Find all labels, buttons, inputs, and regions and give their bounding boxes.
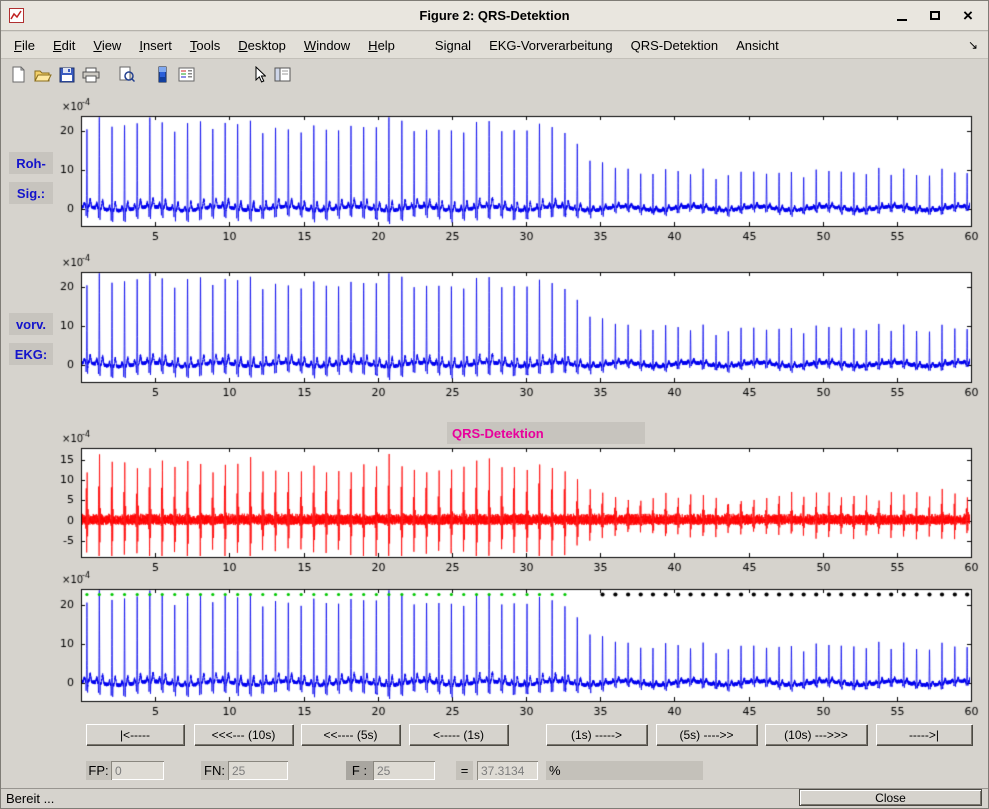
menu-tools[interactable]: Tools	[189, 37, 221, 53]
minimize-button[interactable]	[888, 5, 916, 26]
toolbar	[1, 60, 988, 89]
menu-insert[interactable]: Insert	[139, 37, 172, 53]
nav-back-1s-button[interactable]: <----- (1s)	[409, 724, 508, 745]
sig-label: Sig.:	[9, 182, 53, 204]
property-editor-icon	[274, 67, 291, 82]
menu-help[interactable]: Help	[368, 37, 395, 53]
menu-desktop[interactable]: Desktop	[238, 37, 286, 53]
ekg-label: EKG:	[9, 343, 53, 365]
marker-signal-plot	[1, 570, 988, 722]
window-buttons: ×	[888, 5, 982, 26]
vorv-label: vorv.	[9, 313, 53, 335]
menu-view[interactable]: View	[93, 37, 122, 53]
print-preview-icon	[119, 66, 135, 83]
new-document-icon	[12, 66, 25, 83]
menu-window[interactable]: Window	[303, 37, 351, 53]
menu-overflow-icon[interactable]: ↘	[967, 38, 978, 52]
print-preview-button[interactable]	[115, 63, 138, 86]
legend-icon	[178, 67, 195, 82]
menu-file[interactable]: File	[14, 37, 35, 53]
pointer-arrow-icon	[255, 66, 266, 83]
fp-label: FP:	[86, 761, 111, 780]
minimize-icon	[897, 19, 907, 21]
window-title: Figure 2: QRS-Detektion	[419, 8, 570, 23]
menu-ekg-vorverarbeitung[interactable]: EKG-Vorverarbeitung	[489, 37, 613, 53]
menu-ansicht[interactable]: Ansicht	[736, 37, 779, 53]
maximize-icon	[930, 11, 940, 20]
equals-label: =	[456, 761, 473, 780]
menu-signal[interactable]: Signal	[434, 37, 472, 53]
raw-signal-plot	[1, 96, 988, 246]
insert-colorbar-button[interactable]	[151, 63, 174, 86]
nav-first-button[interactable]: |<-----	[86, 724, 184, 745]
close-icon: ×	[963, 6, 973, 25]
nav-forward-10s-button[interactable]: (10s) --->>>	[765, 724, 867, 745]
nav-back-10s-button[interactable]: <<<--- (10s)	[194, 724, 293, 745]
nav-last-button[interactable]: ----->|	[876, 724, 972, 745]
print-figure-button[interactable]	[79, 63, 102, 86]
status-text: Bereit ...	[6, 791, 55, 806]
titlebar[interactable]: Figure 2: QRS-Detektion ×	[1, 1, 988, 31]
nav-forward-1s-button[interactable]: (1s) ----->	[546, 724, 647, 745]
f-input[interactable]	[373, 761, 435, 780]
statusbar: Bereit ...	[1, 788, 988, 808]
result-input[interactable]	[477, 761, 538, 780]
fn-label: FN:	[201, 761, 228, 780]
nav-back-5s-button[interactable]: <<---- (5s)	[301, 724, 400, 745]
open-folder-icon	[33, 70, 52, 81]
menu-edit[interactable]: Edit	[52, 37, 76, 53]
preprocessed-signal-plot	[1, 252, 988, 402]
close-window-button[interactable]: ×	[954, 5, 982, 26]
menubar: File Edit View Insert Tools Desktop Wind…	[1, 32, 988, 59]
printer-icon	[82, 67, 99, 82]
roh-label: Roh-	[9, 152, 53, 174]
floppy-disk-icon	[59, 67, 74, 82]
percent-label: %	[546, 761, 703, 780]
nav-forward-5s-button[interactable]: (5s) ---->>	[656, 724, 757, 745]
open-file-button[interactable]	[31, 63, 54, 86]
maximize-button[interactable]	[921, 5, 949, 26]
insert-legend-button[interactable]	[175, 63, 198, 86]
edit-plot-button[interactable]	[247, 63, 270, 86]
qrs-detection-plot	[1, 428, 988, 576]
qrs-detektion-title: QRS-Detektion	[447, 422, 645, 444]
close-button[interactable]: Close	[799, 789, 982, 806]
colorbar-icon	[158, 66, 166, 83]
fn-input[interactable]	[228, 761, 288, 780]
menu-qrs-detektion[interactable]: QRS-Detektion	[630, 37, 719, 53]
figure-icon	[9, 8, 24, 23]
save-figure-button[interactable]	[55, 63, 78, 86]
f-label: F :	[346, 761, 373, 780]
property-editor-button[interactable]	[271, 63, 294, 86]
new-figure-button[interactable]	[7, 63, 30, 86]
fp-input[interactable]	[111, 761, 164, 780]
